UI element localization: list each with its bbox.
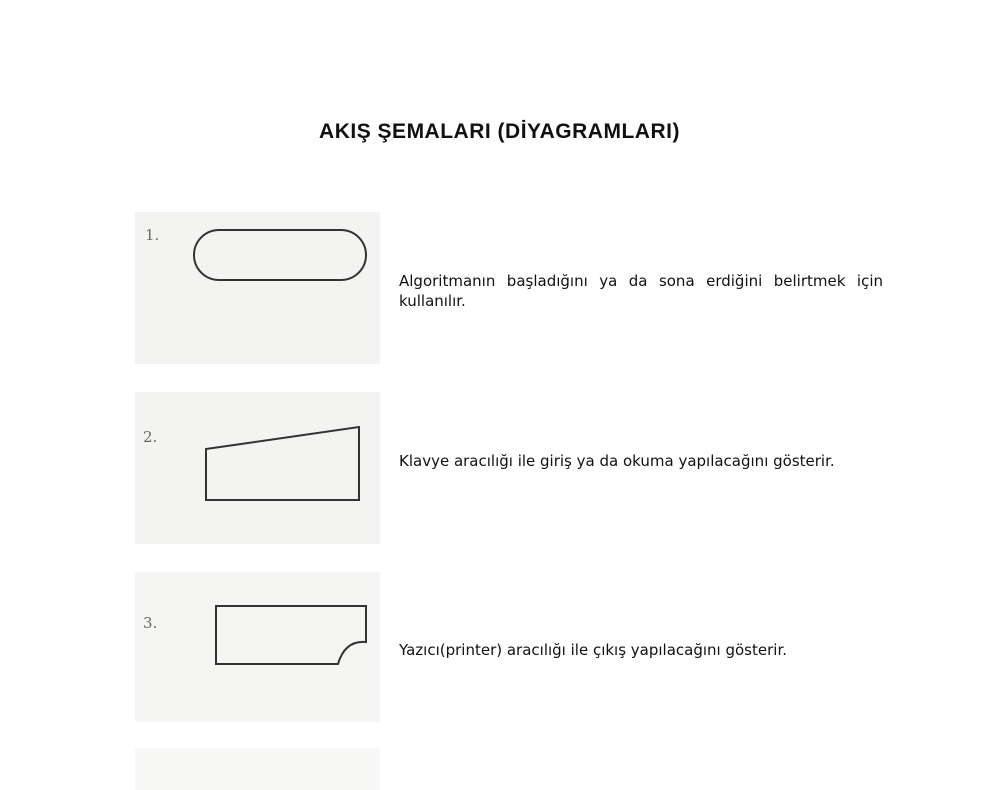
scanned-figure-2: [135, 392, 380, 544]
item-1-number: 1.: [145, 226, 160, 244]
item-2-description: Klavye aracılığı ile giriş ya da okuma y…: [399, 452, 835, 470]
item-3-description: Yazıcı(printer) aracılığı ile çıkış yapı…: [399, 641, 788, 659]
scanned-figure-3: [135, 572, 380, 722]
scanned-figure-1: [135, 212, 380, 364]
scanned-figure-4: [135, 748, 380, 790]
item-2-number: 2.: [143, 428, 158, 446]
item-1-description: Algoritmanın başladığını ya da sona erdi…: [399, 272, 883, 310]
item-3-number: 3.: [143, 614, 158, 632]
page-title: AKIŞ ŞEMALARI (DİYAGRAMLARI): [319, 120, 680, 143]
